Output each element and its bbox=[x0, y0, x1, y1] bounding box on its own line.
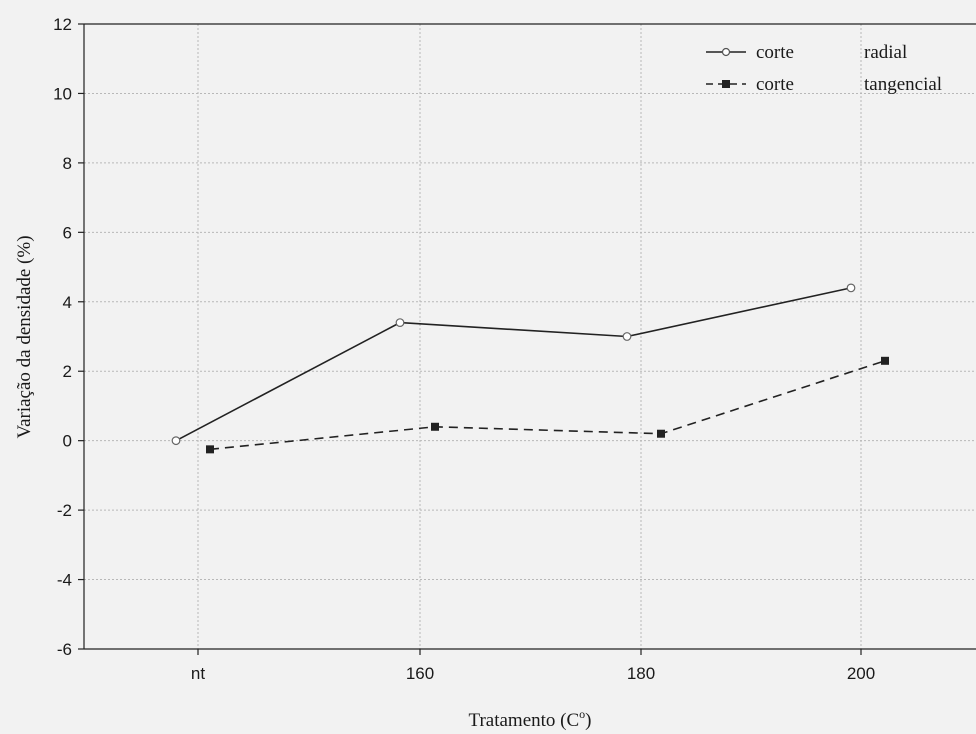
x-tick-label: nt bbox=[191, 664, 205, 683]
data-point-tangencial bbox=[206, 445, 214, 454]
y-tick-label: 6 bbox=[63, 223, 72, 242]
legend-label-tangencial-right: tangencial bbox=[864, 74, 942, 95]
legend-label-tangencial-left: corte bbox=[756, 74, 794, 95]
legend: corte radial corte tangencial bbox=[706, 42, 942, 95]
x-axis-label-main: Tratamento (C bbox=[469, 710, 580, 731]
legend-marker-tangencial bbox=[722, 80, 730, 88]
legend-label-radial-left: corte bbox=[756, 42, 794, 63]
data-point-radial bbox=[846, 283, 856, 293]
series-line-0 bbox=[175, 287, 852, 442]
series-line-1 bbox=[209, 360, 886, 451]
data-point-radial bbox=[622, 332, 632, 341]
x-tick-label: 200 bbox=[847, 664, 875, 683]
y-tick-label: 10 bbox=[53, 84, 72, 103]
y-tick-label: -6 bbox=[57, 640, 72, 659]
x-tick-label: 160 bbox=[406, 664, 434, 683]
y-tick-label: -4 bbox=[57, 571, 72, 590]
data-point-radial bbox=[171, 436, 181, 446]
axes bbox=[83, 23, 976, 650]
legend-label-radial-right: radial bbox=[864, 42, 907, 63]
y-tick-labels: -6 -4 -2 0 2 4 6 8 10 12 bbox=[53, 15, 84, 659]
x-tick-labels: nt 160 180 200 bbox=[191, 649, 875, 683]
y-tick-label: -2 bbox=[57, 501, 72, 520]
y-tick-label: 0 bbox=[63, 432, 72, 451]
legend-marker-radial bbox=[721, 47, 731, 57]
y-tick-label: 4 bbox=[63, 293, 72, 312]
y-tick-label: 2 bbox=[63, 362, 72, 381]
data-point-tangencial bbox=[657, 429, 665, 438]
x-axis-label: Tratamento (Co) bbox=[469, 707, 592, 731]
y-tick-label: 8 bbox=[63, 154, 72, 173]
x-axis-label-sup: o bbox=[579, 707, 585, 721]
data-point-radial bbox=[395, 318, 405, 328]
x-axis-label-close: ) bbox=[585, 710, 591, 731]
plot-area bbox=[84, 24, 976, 649]
series-group bbox=[171, 283, 889, 454]
y-tick-label: 12 bbox=[53, 15, 72, 34]
legend-entry-radial: corte radial bbox=[706, 42, 907, 63]
y-axis-label: Variação da densidade (%) bbox=[14, 235, 35, 438]
data-point-tangencial bbox=[431, 422, 439, 431]
legend-entry-tangencial: corte tangencial bbox=[706, 74, 942, 95]
data-point-tangencial bbox=[881, 356, 889, 365]
x-tick-label: 180 bbox=[627, 664, 655, 683]
